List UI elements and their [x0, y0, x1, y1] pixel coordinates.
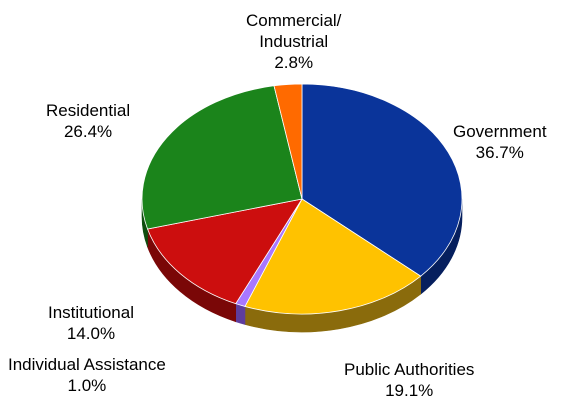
slice-value-residential: 26.4% — [63, 122, 113, 141]
label-institutional: Institutional 14.0% — [48, 302, 134, 344]
pie-slice-public-authorities — [244, 198, 422, 315]
pie-top — [141, 83, 463, 315]
slice-value-individual-assistance: 1.0% — [67, 376, 107, 395]
label-individual-assistance: Individual Assistance 1.0% — [8, 354, 166, 396]
slice-name-residential: Residential — [46, 101, 131, 120]
label-public-authorities: Public Authorities 19.1% — [344, 359, 474, 401]
slice-value-commercial-industrial: 2.8% — [274, 53, 314, 72]
label-commercial-industrial: Commercial/ Industrial 2.8% — [246, 10, 341, 73]
slice-name-public-authorities: Public Authorities — [344, 360, 475, 379]
label-government: Government 36.7% — [453, 121, 547, 163]
pie-slice-commercial-industrial — [273, 83, 303, 200]
slice-value-institutional: 14.0% — [66, 324, 116, 343]
slice-name-commercial-line-1: Commercial/ — [246, 11, 342, 30]
slice-name-individual-assistance: Individual Assistance — [8, 355, 166, 374]
label-residential: Residential 26.4% — [46, 100, 130, 142]
slice-name-government: Government — [453, 122, 547, 141]
pie-slice-institutional — [146, 198, 303, 305]
pie-slice-residential — [141, 85, 303, 230]
pie-side-individual-assistance — [235, 303, 246, 325]
slice-name-institutional: Institutional — [48, 303, 134, 322]
slice-value-public-authorities: 19.1% — [385, 381, 434, 400]
pie-slice-government — [301, 83, 463, 277]
slice-value-government: 36.7% — [475, 143, 524, 162]
slice-name-commercial-line-2: Industrial — [259, 32, 329, 51]
